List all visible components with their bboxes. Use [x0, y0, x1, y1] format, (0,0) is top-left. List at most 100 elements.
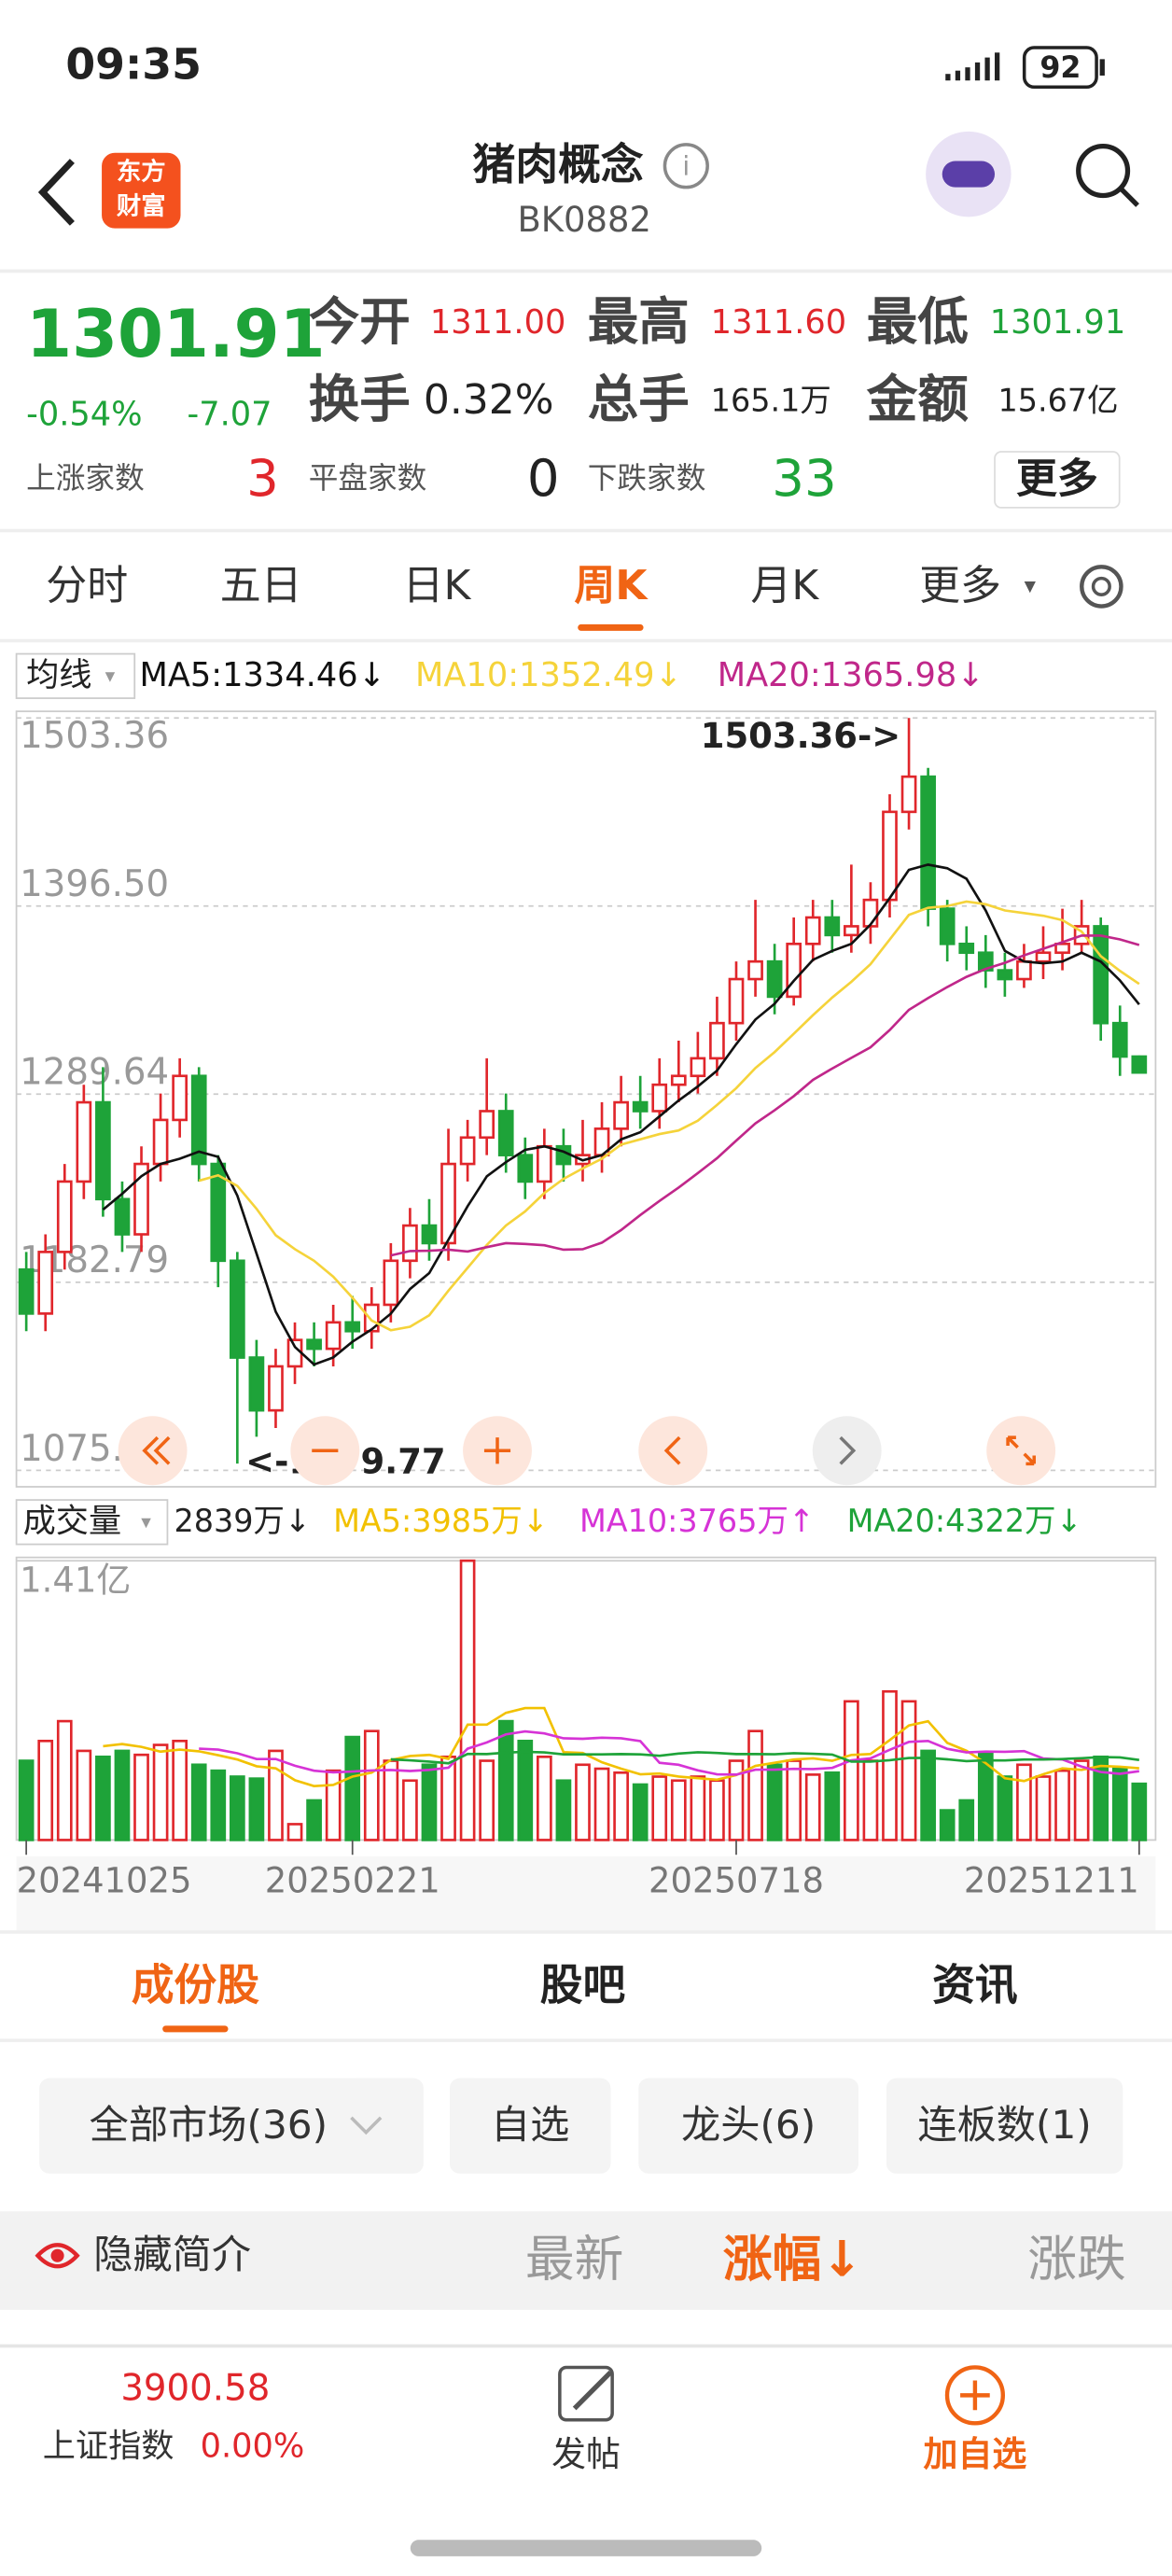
- logo[interactable]: [102, 152, 181, 229]
- volume-bar: [286, 1823, 303, 1841]
- volume-bar: [1073, 1759, 1090, 1841]
- price-chart-frame: [15, 710, 1157, 1488]
- filter-label: 连板数(1): [917, 2102, 1091, 2148]
- candle-body: [997, 969, 1013, 981]
- sort-column-active[interactable]: 涨幅↓: [723, 2231, 863, 2288]
- candle-body: [690, 1057, 706, 1078]
- volume-bar: [56, 1719, 73, 1841]
- search-button[interactable]: [1076, 144, 1131, 199]
- section-tab-active[interactable]: 成份股: [132, 1960, 259, 2009]
- filter-chevron: [350, 2116, 383, 2135]
- sort-column[interactable]: 最新: [525, 2231, 623, 2288]
- candle-body: [95, 1100, 111, 1201]
- candle-body: [229, 1259, 245, 1359]
- volume-bar: [95, 1755, 111, 1841]
- volume-selector[interactable]: [15, 1499, 169, 1546]
- field-label: 换手: [309, 369, 411, 428]
- battery-tip: [1099, 59, 1105, 76]
- back-button[interactable]: [37, 159, 75, 226]
- section-tab[interactable]: 股吧: [540, 1960, 626, 2009]
- volume-bar: [1016, 1763, 1032, 1841]
- volume-bar: [172, 1739, 188, 1841]
- section-underline: [162, 2025, 229, 2033]
- volume-ma-legend: MA10:3765万↑: [579, 1503, 815, 1539]
- count-value: 33: [772, 448, 836, 508]
- candle-body: [268, 1365, 284, 1412]
- field-value: 15.67亿: [998, 383, 1119, 419]
- post-pen: [572, 2370, 613, 2411]
- x-tick-label: 20241025: [17, 1861, 192, 1901]
- volume-bar: [900, 1700, 917, 1841]
- volume-bar: [325, 1769, 342, 1841]
- control-rewind[interactable]: [118, 1416, 188, 1486]
- add-plus: [960, 2380, 990, 2411]
- add-icon[interactable]: [944, 2365, 1006, 2426]
- ma-line: [390, 934, 1140, 1257]
- dropdown-arrow: ▾: [1025, 571, 1037, 598]
- search-handle: [1119, 187, 1139, 207]
- volume-bar: [306, 1799, 322, 1841]
- settings-button[interactable]: [1080, 565, 1123, 609]
- control-prev[interactable]: [638, 1416, 708, 1486]
- filter-chip[interactable]: [39, 2078, 424, 2174]
- index-value: 3900.58: [120, 2368, 270, 2410]
- volume-bar: [248, 1777, 265, 1841]
- candle-body: [383, 1259, 399, 1307]
- control-expand[interactable]: [986, 1416, 1056, 1486]
- period-tab[interactable]: 日K: [403, 562, 472, 609]
- filter-label: 龙头(6): [681, 2102, 816, 2148]
- logo-text: 财富: [117, 191, 166, 220]
- section-tab[interactable]: 资讯: [932, 1960, 1018, 2009]
- period-tab[interactable]: 五日: [220, 562, 302, 609]
- volume-bar: [575, 1763, 591, 1841]
- change: -7.07: [188, 395, 272, 433]
- control-glyphs: [142, 1435, 1036, 1466]
- info-icon[interactable]: [663, 143, 709, 189]
- volume-bar: [709, 1779, 725, 1841]
- control-next[interactable]: [812, 1416, 882, 1486]
- count-label: 平盘家数: [309, 462, 427, 496]
- volume-ma-legend: MA20:4322万↓: [847, 1503, 1082, 1539]
- volume-bar: [268, 1749, 284, 1841]
- volume-bar: [517, 1739, 534, 1841]
- post-icon[interactable]: [558, 2365, 614, 2422]
- volume-bar: [804, 1773, 821, 1841]
- x-tick-label: 20250718: [649, 1861, 824, 1901]
- home-indicator: [410, 2540, 762, 2556]
- candle-body: [479, 1110, 495, 1140]
- volume-bar: [344, 1735, 361, 1841]
- volume-bar: [920, 1749, 936, 1841]
- candle-body: [497, 1110, 514, 1156]
- ma-selector-label: 均线: [26, 656, 91, 694]
- ma-legend: MA10:1352.49↓: [415, 656, 682, 694]
- filter-chip[interactable]: [449, 2078, 611, 2174]
- period-tab[interactable]: 月K: [750, 562, 819, 609]
- eye-icon[interactable]: [35, 2243, 80, 2269]
- ma-selector[interactable]: [15, 652, 136, 699]
- filter-chip[interactable]: [886, 2078, 1123, 2174]
- volume-bar: [152, 1743, 169, 1841]
- toggle-intro[interactable]: 隐藏简介: [93, 2232, 251, 2277]
- candle-body: [344, 1321, 361, 1333]
- filter-chip[interactable]: [638, 2078, 859, 2174]
- ma-line: [198, 900, 1140, 1332]
- period-tab-active[interactable]: 周K: [574, 562, 649, 609]
- sort-bar: [0, 2211, 1172, 2310]
- candle-body: [670, 1074, 687, 1086]
- volume-bar: [651, 1775, 668, 1841]
- volume-bar: [37, 1739, 54, 1841]
- volume-bar: [1093, 1755, 1109, 1841]
- add-label[interactable]: 加自选: [924, 2434, 1027, 2474]
- index-name[interactable]: 上证指数: [43, 2428, 174, 2466]
- more-button[interactable]: [994, 451, 1121, 509]
- chart-controls: [118, 1416, 1056, 1486]
- y-tick-label: 1289.64: [20, 1052, 169, 1094]
- sort-column[interactable]: 涨跌: [1027, 2231, 1125, 2288]
- period-tab[interactable]: 分时: [46, 562, 128, 609]
- volume-bar: [536, 1755, 552, 1841]
- candle-body: [190, 1074, 207, 1166]
- period-tab[interactable]: 更多: [919, 562, 1001, 609]
- candle-body: [536, 1144, 552, 1183]
- post-label[interactable]: 发帖: [551, 2434, 621, 2474]
